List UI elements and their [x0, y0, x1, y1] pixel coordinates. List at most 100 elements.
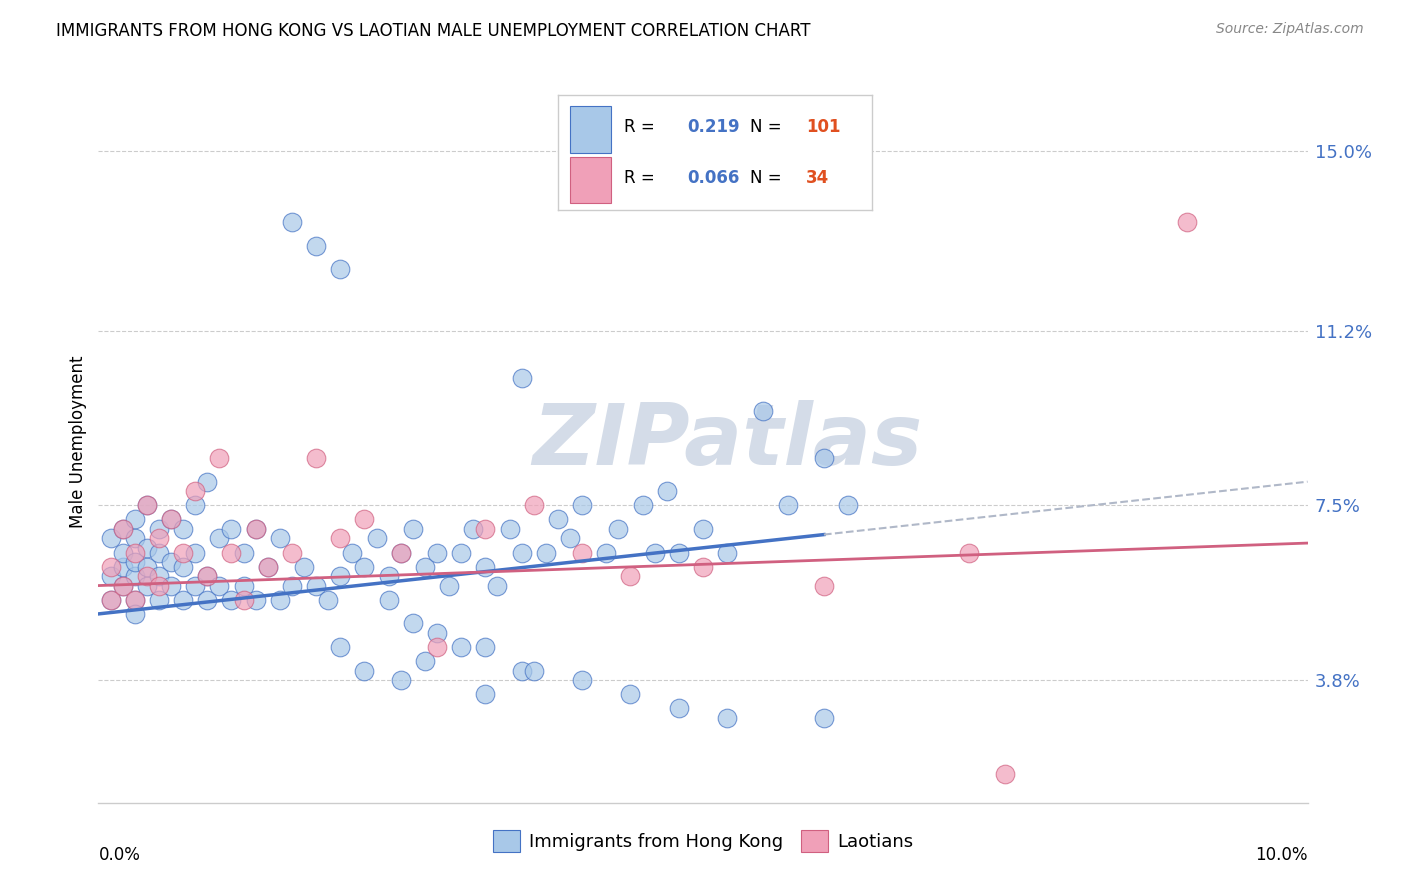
Point	[463, 522, 485, 536]
Point	[510, 545, 533, 559]
Point	[571, 545, 593, 559]
Point	[413, 559, 436, 574]
Point	[437, 578, 460, 592]
Point	[195, 475, 218, 489]
Point	[160, 512, 183, 526]
Point	[135, 498, 157, 512]
Point	[124, 592, 146, 607]
Point	[124, 592, 146, 607]
Point	[316, 592, 339, 607]
Point	[135, 578, 157, 592]
Point	[486, 578, 509, 592]
Point	[208, 578, 231, 592]
Point	[389, 673, 412, 687]
Point	[208, 451, 231, 466]
Point	[534, 545, 557, 559]
Point	[221, 545, 243, 559]
Point	[172, 559, 194, 574]
Point	[305, 578, 328, 592]
Point	[148, 578, 170, 592]
Point	[498, 522, 520, 536]
Point	[305, 238, 328, 252]
Point	[305, 451, 328, 466]
Point	[135, 569, 157, 583]
Point	[172, 592, 194, 607]
Point	[510, 371, 533, 385]
Point	[692, 522, 714, 536]
Point	[256, 559, 278, 574]
Point	[281, 545, 304, 559]
Point	[474, 640, 496, 654]
Point	[245, 522, 267, 536]
Point	[957, 545, 980, 559]
Point	[1175, 215, 1198, 229]
Point	[124, 545, 146, 559]
Point	[692, 559, 714, 574]
Point	[474, 687, 496, 701]
Point	[221, 592, 243, 607]
Point	[644, 545, 666, 559]
Point	[377, 592, 399, 607]
Point	[148, 545, 170, 559]
Point	[402, 616, 425, 631]
Point	[148, 569, 170, 583]
Point	[195, 569, 218, 583]
Point	[329, 532, 352, 546]
Point	[329, 569, 352, 583]
Point	[752, 404, 775, 418]
Text: 10.0%: 10.0%	[1256, 847, 1308, 864]
Point	[353, 512, 375, 526]
Point	[329, 640, 352, 654]
Point	[837, 498, 859, 512]
Point	[426, 545, 449, 559]
Point	[631, 498, 654, 512]
Point	[571, 673, 593, 687]
Text: IMMIGRANTS FROM HONG KONG VS LAOTIAN MALE UNEMPLOYMENT CORRELATION CHART: IMMIGRANTS FROM HONG KONG VS LAOTIAN MAL…	[56, 22, 811, 40]
Point	[256, 559, 278, 574]
Point	[232, 592, 254, 607]
Point	[124, 512, 146, 526]
Point	[195, 569, 218, 583]
Point	[135, 541, 157, 555]
Point	[148, 532, 170, 546]
Point	[655, 484, 678, 499]
Point	[160, 512, 183, 526]
Point	[172, 522, 194, 536]
Point	[329, 262, 352, 277]
Point	[111, 578, 134, 592]
Point	[245, 522, 267, 536]
Point	[100, 559, 122, 574]
Point	[232, 578, 254, 592]
Point	[716, 711, 738, 725]
Point	[571, 498, 593, 512]
Y-axis label: Male Unemployment: Male Unemployment	[69, 355, 87, 528]
Point	[776, 498, 799, 512]
Point	[148, 592, 170, 607]
Point	[269, 532, 291, 546]
Point	[474, 522, 496, 536]
Point	[619, 569, 641, 583]
Point	[135, 559, 157, 574]
Point	[474, 559, 496, 574]
Point	[111, 559, 134, 574]
Point	[100, 592, 122, 607]
Point	[100, 592, 122, 607]
Point	[281, 578, 304, 592]
Point	[377, 569, 399, 583]
Point	[184, 578, 207, 592]
Point	[111, 545, 134, 559]
Point	[413, 654, 436, 668]
Point	[426, 625, 449, 640]
Point	[813, 711, 835, 725]
Point	[558, 532, 581, 546]
Point	[208, 532, 231, 546]
Point	[232, 545, 254, 559]
Point	[195, 592, 218, 607]
Point	[100, 569, 122, 583]
Point	[124, 569, 146, 583]
Point	[184, 545, 207, 559]
Point	[607, 522, 630, 536]
Point	[160, 578, 183, 592]
Point	[160, 555, 183, 569]
Point	[281, 215, 304, 229]
